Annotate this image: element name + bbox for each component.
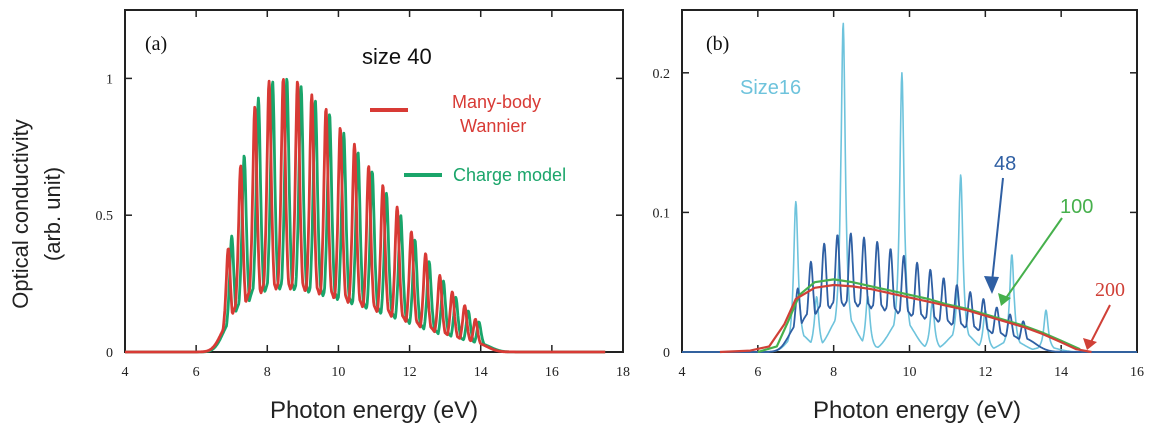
x-tick-label: 4 <box>122 365 129 380</box>
y-tick-label: 0.5 <box>96 209 114 224</box>
legend-label-charge-model: Charge model <box>453 165 566 185</box>
arrow-200-head <box>1083 338 1097 350</box>
panel-a-x-axis-label: Photon energy (eV) <box>270 397 478 424</box>
series-line-charge-model <box>124 77 607 354</box>
x-tick-label: 16 <box>1130 365 1144 380</box>
arrow-100-head <box>998 293 1011 306</box>
panel-b-frame <box>681 9 1138 353</box>
panel-b: 4 6 8 10 12 14 16 0 0.1 0.2 (b) Size16 48 100 200… <box>653 9 1144 424</box>
x-tick-label: 10 <box>903 365 917 380</box>
panel-a-legend: Many-body Wannier Charge model <box>370 92 566 185</box>
x-tick-label: 12 <box>978 365 992 380</box>
x-tick-label: 8 <box>264 365 271 380</box>
series-label-48: 48 <box>994 153 1016 175</box>
y-tick-label: 0.2 <box>653 67 671 82</box>
x-tick-label: 14 <box>474 365 488 380</box>
arrow-200 <box>1089 304 1111 345</box>
series-label-200: 200 <box>1095 279 1125 301</box>
panel-a-series <box>124 77 607 354</box>
panel-b-x-axis-label: Photon energy (eV) <box>813 397 1021 424</box>
x-tick-label: 16 <box>545 365 559 380</box>
panel-a-ticks: 4 6 8 10 12 14 16 18 0 0.5 1 <box>96 10 630 380</box>
panel-b-label: (b) <box>706 33 729 55</box>
panel-b-arrows <box>984 177 1111 350</box>
series-line-200 <box>719 283 1092 354</box>
x-tick-label: 12 <box>403 365 417 380</box>
series-label-size16: Size16 <box>740 77 801 99</box>
legend-label-many-body-line2: Wannier <box>460 116 526 136</box>
x-tick-label: 14 <box>1054 365 1068 380</box>
y-tick-label: 0 <box>663 346 670 361</box>
panel-a-label: (a) <box>145 33 167 55</box>
y-tick-label: 0.1 <box>653 206 671 221</box>
series-line-size16 <box>681 22 1138 353</box>
panel-a-size-annotation: size 40 <box>362 44 432 69</box>
series-line-48 <box>681 232 1138 353</box>
panel-a-frame <box>124 9 624 353</box>
panel-b-ticks: 4 6 8 10 12 14 16 0 0.1 0.2 <box>653 10 1144 380</box>
panel-b-series <box>681 22 1138 354</box>
y-tick-label: 0 <box>106 346 113 361</box>
y-axis-label: Optical conductivity <box>8 119 33 309</box>
legend-label-many-body-line1: Many-body <box>452 92 541 112</box>
x-tick-label: 10 <box>331 365 345 380</box>
series-line-100 <box>757 278 1081 354</box>
x-tick-label: 6 <box>754 365 761 380</box>
series-label-100: 100 <box>1060 196 1093 218</box>
arrow-48-head <box>984 276 999 294</box>
y-tick-label: 1 <box>106 72 113 87</box>
x-tick-label: 4 <box>679 365 686 380</box>
x-tick-label: 8 <box>830 365 837 380</box>
x-tick-label: 6 <box>193 365 200 380</box>
y-axis-unit-label: (arb. unit) <box>40 167 65 261</box>
arrow-100 <box>1005 217 1063 299</box>
x-tick-label: 18 <box>616 365 630 380</box>
panel-a: 4 6 8 10 12 14 16 18 0 0.5 1 (a) size 40 Many-body… <box>96 9 630 424</box>
series-line-many-body-wannier <box>124 78 607 354</box>
arrow-48 <box>991 177 1004 283</box>
